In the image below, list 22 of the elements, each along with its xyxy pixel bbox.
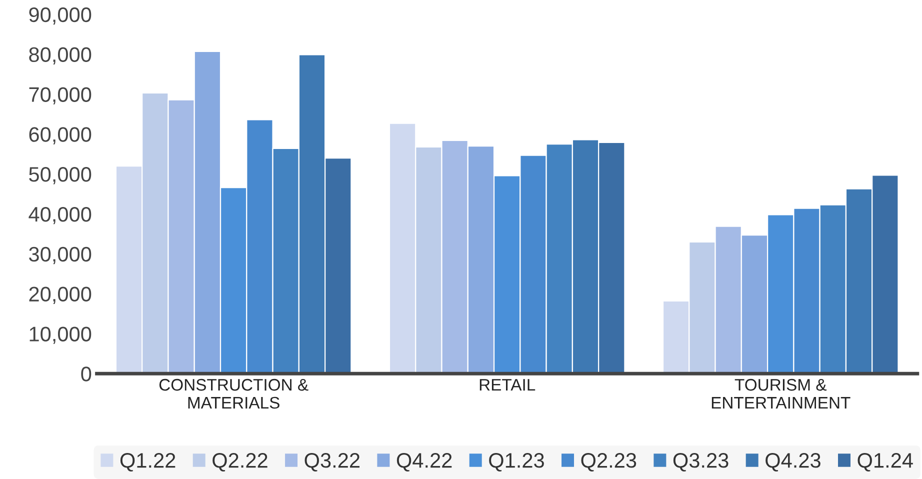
x-tick-label: CONSTRUCTION & MATERIALS xyxy=(159,378,308,409)
x-tick-label: RETAIL xyxy=(480,379,536,391)
y-tick-label: 70,000 xyxy=(29,87,92,104)
y-tick-label: 50,000 xyxy=(29,167,92,184)
legend-label: Q3.23 xyxy=(673,453,728,472)
legend-label: Q1.23 xyxy=(489,453,544,472)
legend-label: Q4.23 xyxy=(766,453,820,472)
legend-label: Q1.22 xyxy=(120,453,176,472)
y-tick-label: 0 xyxy=(81,366,92,382)
y-tick-label: 10,000 xyxy=(30,326,92,344)
y-tick-label: 40,000 xyxy=(28,206,92,224)
legend-label: Q2.22 xyxy=(212,453,268,472)
y-tick-label: 20,000 xyxy=(29,286,92,304)
legend-label: Q3.22 xyxy=(304,453,360,472)
y-tick-label: 60,000 xyxy=(29,127,92,144)
y-tick-label: 90,000 xyxy=(29,7,92,25)
legend-label: Q1.24 xyxy=(858,453,913,472)
legend-label: Q2.23 xyxy=(581,453,636,472)
x-tick-label: TOURISM & ENTERTAINMENT xyxy=(712,378,850,409)
y-tick-label: 80,000 xyxy=(29,47,92,64)
legend-label: Q4.22 xyxy=(396,453,452,472)
y-tick-label: 30,000 xyxy=(29,246,92,264)
